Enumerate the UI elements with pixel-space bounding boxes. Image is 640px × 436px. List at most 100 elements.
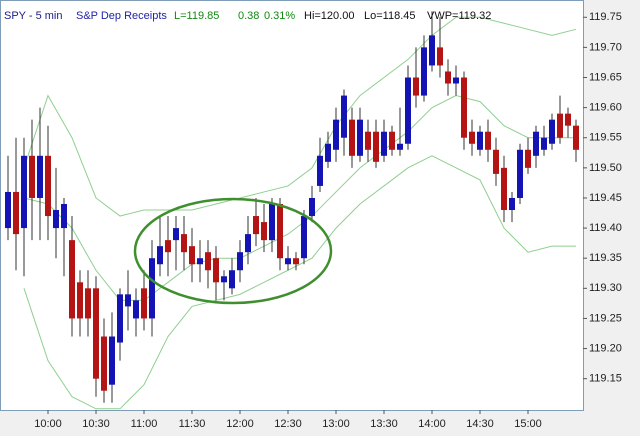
candle-body: [101, 336, 107, 391]
y-tick-label: 119.45: [589, 192, 622, 204]
candle-body: [453, 77, 459, 84]
candle-body: [213, 258, 219, 283]
candle-body: [53, 210, 59, 229]
plot-area: [0, 0, 584, 411]
candle-body: [461, 77, 467, 138]
x-tick-label: 11:00: [131, 418, 158, 430]
candle-body: [117, 294, 123, 343]
candle-body: [573, 125, 579, 150]
candle-body: [21, 155, 27, 229]
candle-body: [61, 203, 67, 229]
band-line: [23, 16, 577, 217]
x-tick-label: 14:30: [466, 418, 494, 430]
candle-body: [365, 131, 371, 150]
candle-body: [445, 71, 451, 84]
x-tick-label: 13:00: [322, 418, 350, 430]
candle-body: [69, 240, 75, 319]
y-tick-label: 119.60: [589, 102, 622, 114]
candle-body: [165, 240, 171, 253]
candle-body: [541, 137, 547, 150]
candle-body: [109, 336, 115, 385]
candle-body: [533, 131, 539, 156]
candle-body: [269, 203, 275, 241]
marks: [5, 11, 579, 410]
y-tick-label: 119.65: [589, 71, 622, 83]
candle-body: [229, 270, 235, 289]
band-line: [23, 155, 576, 410]
x-tick-label: 14:00: [418, 418, 446, 430]
x-tick-label: 15:00: [514, 418, 542, 430]
highlight-ellipse: [133, 197, 333, 305]
candle-body: [37, 155, 43, 198]
symbol: SPY - 5 min: [4, 10, 63, 22]
y-tick-label: 119.55: [589, 132, 622, 144]
y-tick-label: 119.70: [589, 41, 622, 53]
candle-body: [389, 131, 395, 150]
x-tick-label: 10:30: [82, 418, 110, 430]
y-tick-label: 119.35: [589, 252, 622, 264]
candle-body: [173, 228, 179, 241]
candle-body: [485, 131, 491, 150]
candle-body: [309, 197, 315, 217]
candle-body: [509, 197, 515, 211]
candle-body: [285, 258, 291, 265]
x-tick-label: 12:30: [274, 418, 302, 430]
candle-body: [405, 77, 411, 144]
candle-body: [293, 258, 299, 265]
candle-body: [413, 77, 419, 96]
y-tick-label: 119.50: [589, 162, 622, 174]
change: 0.38: [238, 10, 259, 22]
candle-body: [245, 234, 251, 253]
candle-body: [301, 216, 307, 259]
x-tick-label: 10:00: [34, 418, 62, 430]
candle-body: [357, 119, 363, 156]
candle-body: [493, 149, 499, 174]
candle-body: [189, 246, 195, 265]
candle-body: [381, 131, 387, 156]
candle-body: [373, 131, 379, 162]
y-tick-label: 119.15: [589, 373, 622, 385]
day-low: Lo=118.45: [364, 10, 416, 22]
x-tick-label: 13:30: [370, 418, 398, 430]
candle-body: [221, 276, 227, 283]
candle-body: [29, 155, 35, 198]
candle-body: [525, 149, 531, 168]
candle-body: [253, 216, 259, 235]
candle-body: [277, 203, 283, 259]
last-price: L=119.85: [174, 10, 219, 22]
candle-body: [237, 252, 243, 271]
candle-body: [349, 119, 355, 156]
candle-body: [149, 258, 155, 319]
candle-body: [437, 47, 443, 66]
candle-body: [261, 222, 267, 241]
candle-body: [13, 191, 19, 235]
change-pct: 0.31%: [264, 10, 295, 22]
x-tick-label: 12:00: [226, 418, 254, 430]
instrument-name: S&P Dep Receipts: [76, 10, 167, 22]
candle-body: [397, 143, 403, 150]
candle-body: [85, 288, 91, 319]
candle-body: [317, 155, 323, 186]
y-tick-label: 119.25: [589, 312, 622, 324]
candle-body: [549, 119, 555, 144]
candle-body: [181, 234, 187, 253]
candle-body: [421, 47, 427, 96]
candle-body: [469, 131, 475, 144]
candle-body: [141, 288, 147, 319]
candle-body: [133, 300, 139, 319]
candle-body: [517, 149, 523, 198]
candle-body: [429, 35, 435, 66]
candle-body: [565, 113, 571, 126]
x-tick-label: 11:30: [179, 418, 206, 430]
candle-body: [93, 288, 99, 379]
band-line: [23, 95, 576, 301]
candle-body: [341, 95, 347, 138]
candle-body: [557, 113, 563, 138]
y-tick-label: 119.20: [589, 342, 622, 354]
vwap: VWP=119.32: [427, 10, 491, 22]
y-tick-label: 119.75: [589, 11, 622, 23]
candle-body: [5, 191, 11, 229]
candle-body: [205, 252, 211, 271]
